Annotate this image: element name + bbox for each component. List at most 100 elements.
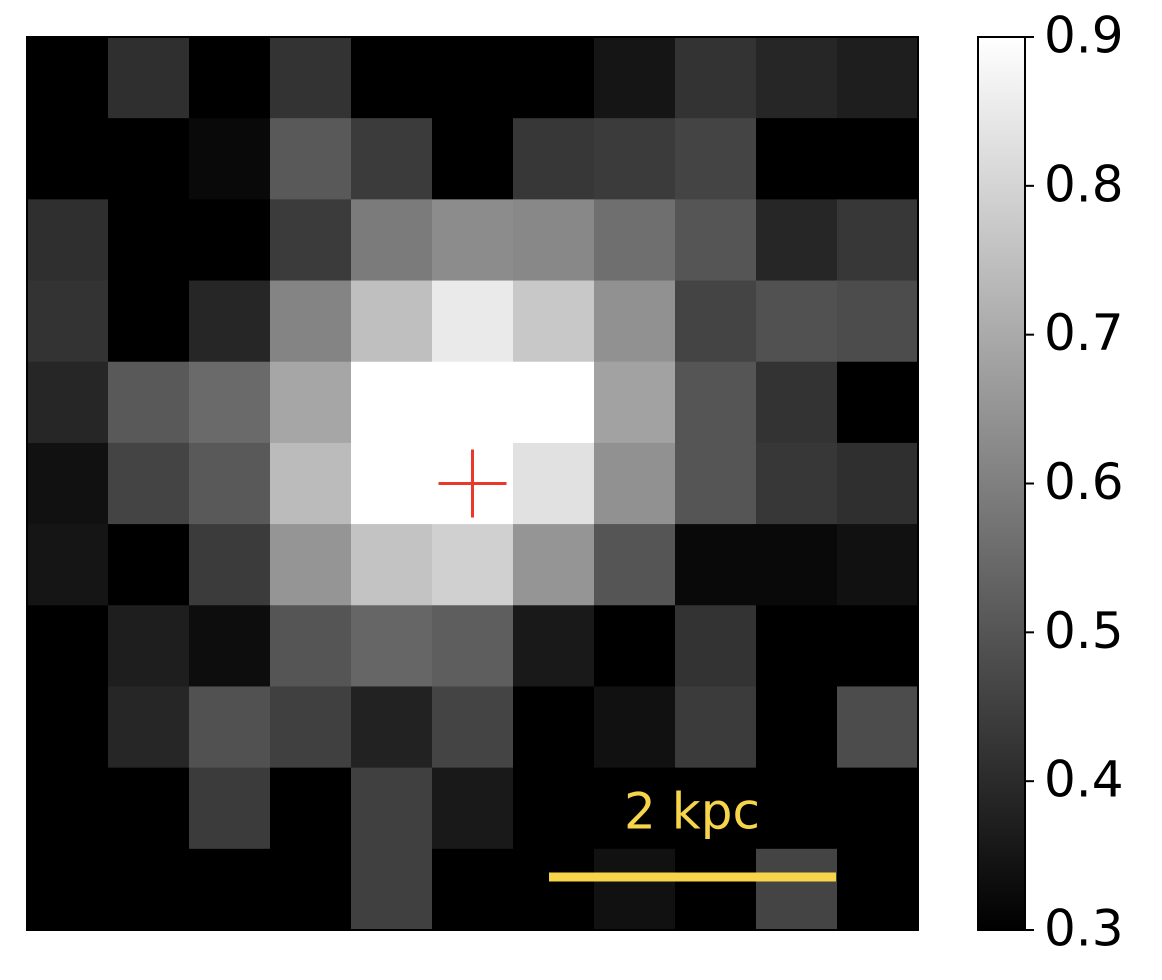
- cell: [675, 361, 757, 444]
- cell: [594, 767, 676, 850]
- cell: [351, 280, 433, 363]
- cell: [108, 767, 190, 850]
- cell: [837, 361, 919, 444]
- cell: [27, 199, 109, 282]
- cell: [513, 848, 595, 931]
- cell: [351, 37, 433, 119]
- cell: [675, 442, 757, 525]
- cell: [513, 605, 595, 687]
- cell: [513, 118, 595, 200]
- cell: [189, 605, 271, 687]
- cell: [675, 199, 757, 282]
- cell: [270, 37, 352, 119]
- cell: [27, 118, 109, 200]
- cell: [513, 442, 595, 525]
- cell: [189, 199, 271, 282]
- cell: [432, 686, 514, 769]
- cell: [351, 199, 433, 282]
- cell: [189, 37, 271, 119]
- cell: [432, 199, 514, 282]
- cell: [756, 37, 838, 119]
- cell: [270, 605, 352, 687]
- cell: [27, 37, 109, 119]
- cell: [27, 767, 109, 850]
- cell: [756, 848, 838, 931]
- colorbar-tick-label: 0.7: [1044, 304, 1124, 362]
- cell: [837, 280, 919, 363]
- cell: [351, 524, 433, 606]
- cell: [837, 199, 919, 282]
- cell: [756, 280, 838, 363]
- cell: [189, 767, 271, 850]
- plot-frame: [26, 36, 919, 931]
- cell: [270, 361, 352, 444]
- cell: [432, 37, 514, 119]
- cell: [108, 524, 190, 606]
- cell: [432, 605, 514, 687]
- cell: [108, 199, 190, 282]
- cell: [27, 605, 109, 687]
- cell: [513, 524, 595, 606]
- cell: [675, 280, 757, 363]
- cell: [189, 686, 271, 769]
- colorbar-tick-label: 0.4: [1044, 751, 1124, 809]
- cell: [675, 605, 757, 687]
- colorbar-tick-label: 0.6: [1044, 453, 1124, 511]
- cell: [270, 280, 352, 363]
- cell: [27, 686, 109, 769]
- cell: [594, 524, 676, 606]
- cell: [270, 199, 352, 282]
- cell: [675, 118, 757, 200]
- cell: [513, 361, 595, 444]
- cell: [270, 524, 352, 606]
- cell: [351, 605, 433, 687]
- colorbar-gradient: [977, 36, 1026, 931]
- cell: [675, 848, 757, 931]
- cell: [108, 605, 190, 687]
- cell: [837, 524, 919, 606]
- cell: [189, 118, 271, 200]
- cell: [594, 686, 676, 769]
- cell: [837, 686, 919, 769]
- cell: [837, 605, 919, 687]
- scale-bar-label: 2 kpc: [624, 783, 760, 841]
- cell: [189, 280, 271, 363]
- cell: [27, 280, 109, 363]
- cell: [513, 280, 595, 363]
- cell: [270, 118, 352, 200]
- cell: [513, 37, 595, 119]
- cell: [594, 37, 676, 119]
- cell: [756, 686, 838, 769]
- cell: [837, 442, 919, 525]
- cell: [27, 524, 109, 606]
- cell: [189, 361, 271, 444]
- cell: [594, 605, 676, 687]
- cell: [189, 848, 271, 931]
- cell: [108, 442, 190, 525]
- cell: [594, 442, 676, 525]
- colorbar: 0.3 0.4 0.5 0.6 0.7 0.8 0.9: [977, 7, 1124, 958]
- cell: [189, 442, 271, 525]
- cell: [270, 442, 352, 525]
- center-marker: [438, 449, 507, 518]
- cell: [351, 442, 433, 525]
- cell: [756, 524, 838, 606]
- cell: [351, 686, 433, 769]
- cell: [594, 118, 676, 200]
- cell: [756, 767, 838, 850]
- cell: [432, 848, 514, 931]
- cell: [837, 848, 919, 931]
- cell: [432, 361, 514, 444]
- cell: [594, 199, 676, 282]
- cell: [108, 118, 190, 200]
- cell: [432, 767, 514, 850]
- cell: [27, 361, 109, 444]
- cell: [270, 848, 352, 931]
- heatmap: [27, 37, 919, 931]
- cell: [675, 37, 757, 119]
- cell: [837, 118, 919, 200]
- cell: [675, 686, 757, 769]
- cell: [270, 767, 352, 850]
